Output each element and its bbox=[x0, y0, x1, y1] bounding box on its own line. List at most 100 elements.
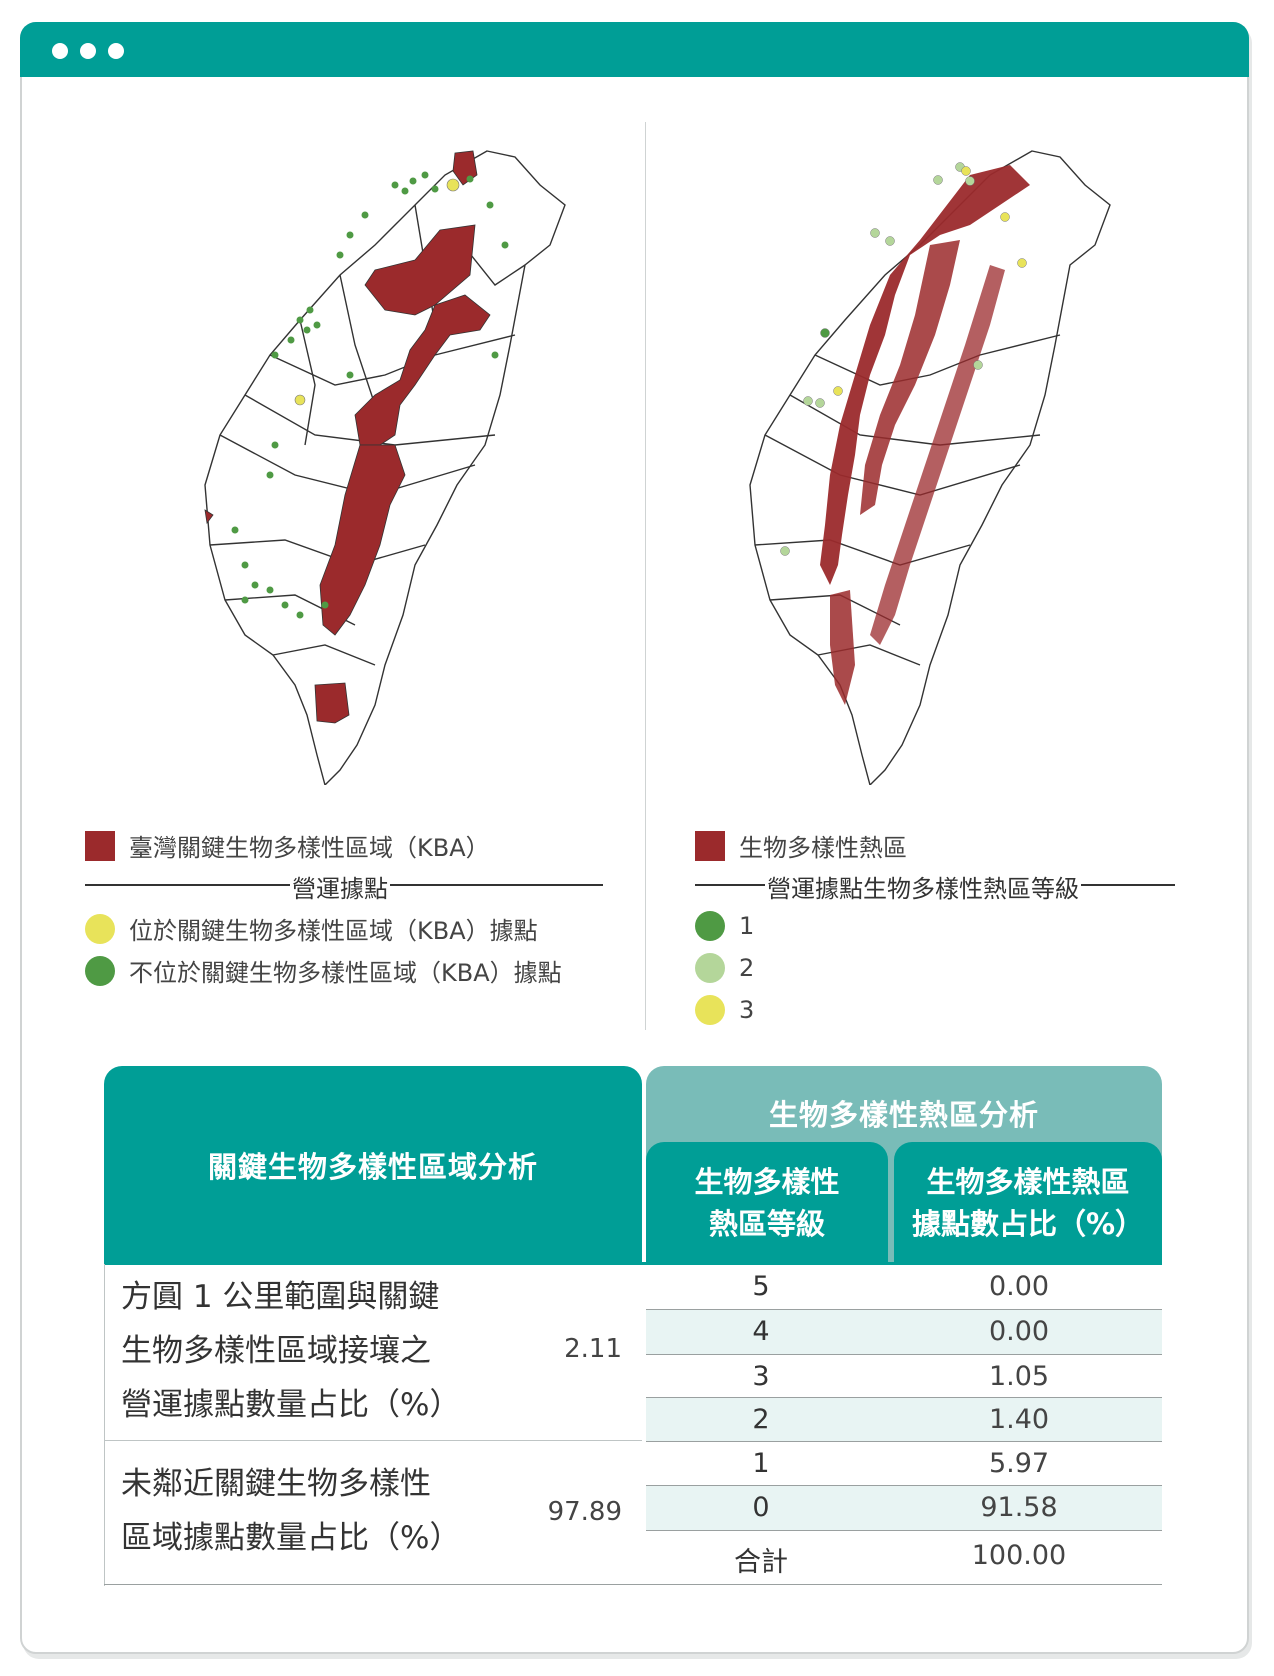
kba-analysis-header: 關鍵生物多樣性區域分析 bbox=[104, 1066, 642, 1264]
level-cell: 4 bbox=[752, 1316, 770, 1347]
analysis-table: 關鍵生物多樣性區域分析 生物多樣性熱區分析 生物多樣性熱區等級 生物多樣性熱區據… bbox=[104, 1066, 1162, 1586]
legend-level-label: 3 bbox=[739, 996, 755, 1024]
left-row: 未鄰近關鍵生物多樣性 區域據點數量占比（%） 97.89 bbox=[104, 1441, 642, 1586]
legend-level-1: 1 bbox=[695, 911, 754, 941]
kba-swatch-icon bbox=[85, 830, 115, 861]
site-not-in-kba-dot bbox=[303, 326, 311, 334]
legend-group-hotspot-level: 營運據點生物多樣性熱區等級 bbox=[695, 869, 1175, 904]
kba-map bbox=[204, 150, 566, 785]
site-level-3-dot bbox=[961, 166, 971, 176]
total-label-cell: 合計 bbox=[734, 1547, 788, 1578]
site-not-in-kba-dot bbox=[266, 471, 274, 479]
site-level-2-dot bbox=[870, 228, 880, 238]
site-in-kba-dot bbox=[294, 394, 306, 406]
level-cell: 2 bbox=[752, 1404, 770, 1435]
green-dot-icon bbox=[85, 955, 115, 986]
hotspot-analysis-title: 生物多樣性熱區分析 bbox=[768, 1098, 1039, 1132]
hotspot-area bbox=[830, 590, 855, 705]
ratio-cell: 0.00 bbox=[988, 1271, 1050, 1302]
level-cell: 0 bbox=[752, 1492, 770, 1523]
ratio-cell: 1.05 bbox=[988, 1361, 1050, 1392]
yellow-dot-icon bbox=[695, 995, 725, 1025]
site-not-in-kba-dot bbox=[466, 175, 474, 183]
site-not-in-kba-dot bbox=[287, 336, 295, 344]
row-divider bbox=[104, 1440, 642, 1441]
site-level-2-dot bbox=[780, 546, 790, 556]
site-not-in-kba-dot bbox=[486, 201, 494, 209]
site-not-in-kba-dot bbox=[421, 171, 429, 179]
legend-hotspot-label: 生物多樣性熱區 bbox=[739, 834, 907, 862]
site-level-1-dot bbox=[820, 328, 830, 338]
ratio-header-line: 據點數占比（%） bbox=[911, 1207, 1145, 1241]
site-level-2-dot bbox=[815, 398, 825, 408]
table-row-total: 合計 100.00 bbox=[646, 1534, 1162, 1578]
left-row-label: 方圓 1 公里範圍與關鍵 生物多樣性區域接壤之 營運據點數量占比（%） bbox=[121, 1270, 460, 1432]
site-not-in-kba-dot bbox=[271, 351, 279, 359]
legend-kba-label: 臺灣關鍵生物多樣性區域（KBA） bbox=[129, 834, 490, 862]
legend-level-2: 2 bbox=[695, 953, 754, 983]
window-dot-icon[interactable] bbox=[108, 43, 124, 59]
level-header-line: 生物多樣性 bbox=[694, 1165, 840, 1199]
light-green-dot-icon bbox=[695, 953, 725, 983]
legend-level-3: 3 bbox=[695, 995, 754, 1025]
site-not-in-kba-dot bbox=[361, 211, 369, 219]
kba-area bbox=[319, 444, 406, 636]
label-line: 方圓 1 公里範圍與關鍵 bbox=[121, 1279, 440, 1315]
row-divider bbox=[646, 1530, 1162, 1531]
yellow-dot-icon bbox=[85, 913, 115, 944]
site-not-in-kba-dot bbox=[266, 586, 274, 594]
label-line: 營運據點數量占比（%） bbox=[121, 1387, 461, 1423]
kba-area bbox=[204, 509, 214, 525]
kba-area bbox=[314, 682, 350, 724]
window-dot-icon[interactable] bbox=[80, 43, 96, 59]
legend-group-title: 營運據點 bbox=[290, 869, 390, 904]
site-not-in-kba-dot bbox=[401, 187, 409, 195]
site-level-2-dot bbox=[933, 175, 943, 185]
label-line: 區域據點數量占比（%） bbox=[121, 1520, 461, 1556]
site-not-in-kba-dot bbox=[281, 601, 289, 609]
left-row-value: 97.89 bbox=[547, 1497, 622, 1527]
legend-in-kba-label: 位於關鍵生物多樣性區域（KBA）據點 bbox=[129, 917, 538, 945]
ratio-header-line: 生物多樣性熱區 bbox=[926, 1165, 1130, 1199]
site-not-in-kba-dot bbox=[391, 181, 399, 189]
site-not-in-kba-dot bbox=[321, 601, 329, 609]
site-not-in-kba-dot bbox=[491, 351, 499, 359]
legend-level-label: 2 bbox=[739, 954, 755, 982]
table-row: 0 91.58 bbox=[646, 1486, 1162, 1530]
site-not-in-kba-dot bbox=[241, 561, 249, 569]
table-row: 4 0.00 bbox=[646, 1310, 1162, 1354]
ratio-cell: 1.40 bbox=[988, 1404, 1050, 1435]
ratio-cell: 0.00 bbox=[988, 1316, 1050, 1347]
hotspot-area bbox=[870, 265, 1005, 645]
table-row: 3 1.05 bbox=[646, 1355, 1162, 1399]
table-bottom-rule bbox=[104, 1584, 1162, 1585]
hotspot-map bbox=[749, 150, 1111, 785]
table-row: 2 1.40 bbox=[646, 1398, 1162, 1442]
level-header-line: 熱區等級 bbox=[708, 1207, 825, 1241]
green-dot-icon bbox=[695, 911, 725, 941]
row-divider bbox=[646, 1354, 1162, 1355]
row-divider bbox=[646, 1485, 1162, 1486]
legend-in-kba: 位於關鍵生物多樣性區域（KBA）據點 bbox=[85, 911, 538, 946]
site-not-in-kba-dot bbox=[296, 316, 304, 324]
window-dot-icon[interactable] bbox=[52, 43, 68, 59]
ratio-cell: 91.58 bbox=[980, 1492, 1058, 1523]
site-not-in-kba-dot bbox=[241, 596, 249, 604]
table-row: 1 5.97 bbox=[646, 1442, 1162, 1486]
site-not-in-kba-dot bbox=[346, 371, 354, 379]
site-not-in-kba-dot bbox=[501, 241, 509, 249]
header-rule bbox=[104, 1262, 1162, 1265]
site-not-in-kba-dot bbox=[296, 611, 304, 619]
site-in-kba-dot bbox=[446, 178, 460, 192]
site-not-in-kba-dot bbox=[409, 177, 417, 185]
hotspot-area bbox=[860, 240, 960, 515]
site-level-3-dot bbox=[1000, 212, 1010, 222]
app-window bbox=[20, 22, 1249, 1654]
legend-not-in-kba: 不位於關鍵生物多樣性區域（KBA）據點 bbox=[85, 953, 562, 988]
label-line: 生物多樣性區域接壤之 bbox=[121, 1333, 431, 1369]
title-bar bbox=[20, 22, 1249, 77]
site-level-2-dot bbox=[803, 396, 813, 406]
site-not-in-kba-dot bbox=[271, 441, 279, 449]
site-level-3-dot bbox=[1017, 258, 1027, 268]
kba-area bbox=[354, 294, 491, 446]
